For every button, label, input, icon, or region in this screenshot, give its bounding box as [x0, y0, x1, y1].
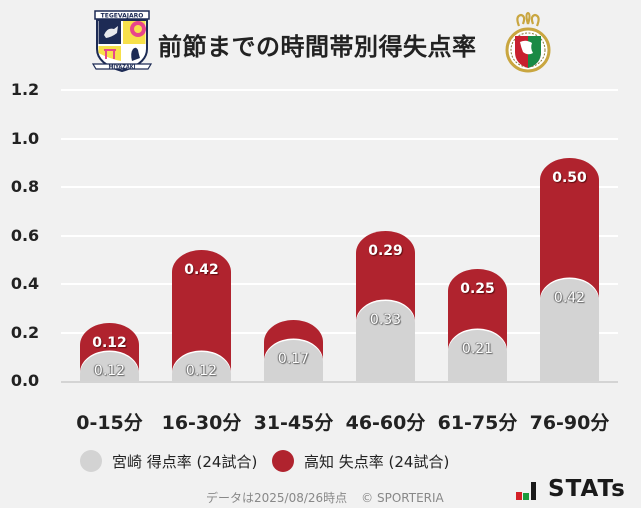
- svg-text:MIYAZAKI: MIYAZAKI: [108, 65, 135, 71]
- y-tick-3: 0.6: [10, 225, 40, 245]
- bar-value-label: 0.25: [460, 281, 495, 298]
- data-date-note: データは2025/08/26時点: [206, 491, 348, 505]
- kochi-crest-icon: [505, 11, 551, 73]
- miyazaki-team-logo: TEGEVAJARO MIYAZAKI: [91, 9, 153, 75]
- legend-label: 高知 失点率 (24試合): [304, 452, 450, 471]
- x-axis-baseline: [61, 381, 618, 383]
- gridline: [61, 234, 618, 237]
- x-tick-46-60: 46-60分: [345, 412, 426, 434]
- x-tick-31-45: 31-45分: [253, 412, 334, 434]
- gridline: [61, 331, 618, 334]
- chart-title: 前節までの時間帯別得失点率: [158, 33, 477, 61]
- gridline: [61, 186, 618, 188]
- svg-text:TEGEVAJARO: TEGEVAJARO: [101, 13, 144, 20]
- bar-value-label: 0.42: [553, 290, 586, 307]
- y-tick-6: 1.2: [10, 80, 40, 99]
- data-source-note: データは2025/08/26時点 © SPORTERIA: [206, 489, 444, 506]
- bar-value-label: 0.50: [552, 169, 587, 186]
- bar-segment-miyazaki-scored: 0.12: [80, 351, 139, 381]
- y-tick-0: 0.0: [10, 371, 40, 390]
- bar-chart-logo-icon: [516, 481, 538, 500]
- copyright: © SPORTERIA: [361, 491, 444, 505]
- x-tick-76-90: 76-90分: [529, 412, 610, 434]
- y-tick-2: 0.4: [10, 274, 40, 293]
- legend-item-kochi-conceded: 高知 失点率 (24試合): [272, 450, 449, 472]
- x-tick-0-15: 0-15分: [76, 412, 143, 434]
- bar-value-label: 0.12: [93, 362, 126, 379]
- kochi-team-logo: [501, 11, 555, 74]
- legend-swatch-gray-circle-icon: [80, 450, 102, 472]
- y-tick-4: 0.8: [10, 177, 40, 196]
- bar-value-label: 0.42: [184, 262, 219, 279]
- y-tick-1: 0.2: [10, 322, 40, 342]
- legend-label: 宮崎 得点率 (24試合): [112, 452, 258, 471]
- bar-value-label: 0.21: [461, 341, 494, 358]
- gridline: [61, 89, 618, 91]
- bar-segment-miyazaki-scored: 0.21: [448, 330, 507, 381]
- y-tick-5: 1.0: [10, 128, 40, 148]
- x-tick-61-75: 61-75分: [437, 412, 518, 434]
- legend-item-miyazaki-scored: 宮崎 得点率 (24試合): [80, 450, 257, 472]
- bar-segment-miyazaki-scored: 0.42: [540, 279, 599, 381]
- gridline: [61, 283, 618, 285]
- brand-name: STATs: [548, 476, 626, 502]
- miyazaki-crest-icon: TEGEVAJARO MIYAZAKI: [91, 10, 153, 73]
- bar-value-label: 0.33: [369, 311, 402, 328]
- x-tick-16-30: 16-30分: [161, 412, 242, 434]
- bar-value-label: 0.17: [277, 350, 310, 367]
- bar-segment-miyazaki-scored: 0.33: [356, 300, 415, 381]
- bar-value-label: 0.12: [92, 334, 127, 351]
- bar-value-label: 0.12: [185, 362, 218, 379]
- gridline: [61, 137, 618, 140]
- bar-value-label: 0.29: [368, 242, 403, 259]
- stats-brand-logo: STATs: [516, 476, 626, 502]
- bar-segment-miyazaki-scored: 0.17: [264, 339, 323, 381]
- legend-swatch-red-circle-icon: [272, 450, 294, 472]
- bar-segment-miyazaki-scored: 0.12: [172, 351, 231, 381]
